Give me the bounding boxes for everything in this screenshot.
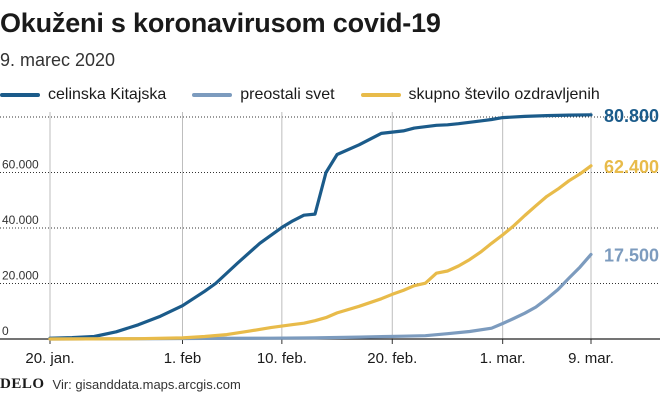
y-tick-label-1: 20.000 (2, 269, 39, 283)
x-tick-label-3: 20. feb. (367, 350, 417, 367)
footer: DELO Vir: gisanddata.maps.arcgis.com (0, 375, 241, 393)
y-tick-label-0: 0 (2, 324, 9, 338)
x-tick-label-5: 9. mar. (568, 350, 614, 367)
y-tick-label-3: 60.000 (2, 158, 39, 172)
end-label-rest-of-world: 17.500 (604, 245, 659, 265)
x-tick-label-1: 1. feb (164, 350, 202, 367)
legend-swatch-rest-of-world (192, 93, 233, 97)
legend-swatch-china (0, 93, 40, 97)
legend-item-rest-of-world: preostali svet (192, 86, 335, 104)
delo-logo: DELO (0, 375, 45, 392)
end-label-china: 80.800 (604, 106, 659, 126)
x-tick-label-2: 10. feb. (257, 350, 307, 367)
source-credit: Vir: gisanddata.maps.arcgis.com (52, 376, 241, 392)
chart-subtitle: 9. marec 2020 (0, 50, 116, 70)
legend: celinska Kitajska preostali svet skupno … (0, 84, 626, 106)
end-label-recovered: 62.400 (604, 157, 659, 177)
legend-label-recovered: skupno število ozdravljenih (408, 86, 600, 103)
series-line-rest-of-world (48, 252, 593, 341)
legend-item-china: celinska Kitajska (0, 86, 166, 104)
legend-swatch-recovered (360, 93, 401, 97)
legend-label-rest-of-world: preostali svet (240, 86, 335, 103)
x-tick-label-4: 1. mar. (480, 350, 526, 367)
series-line-china (48, 113, 593, 340)
chart-title: Okuženi s koronavirusom covid-19 (0, 8, 441, 38)
series-line-recovered (48, 164, 593, 341)
legend-label-china: celinska Kitajska (48, 86, 167, 103)
legend-item-recovered: skupno število ozdravljenih (360, 86, 600, 104)
x-tick-label-0: 20. jan. (25, 350, 74, 367)
y-tick-label-2: 40.000 (2, 213, 39, 227)
